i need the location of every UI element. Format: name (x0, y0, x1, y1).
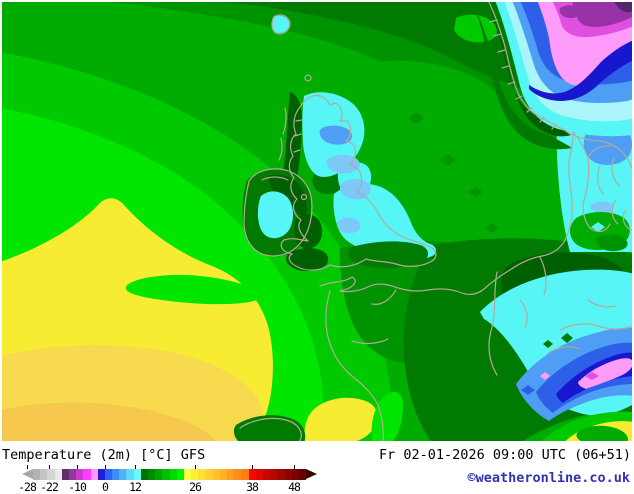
colorbar-block (162, 469, 170, 480)
coastline-denmark (572, 131, 632, 233)
temp-region-alps-core (578, 358, 634, 389)
footer-bar: Temperature (2m) [°C] GFS Fr 02-01-2026 … (0, 443, 634, 494)
colorbar-tick-label: 0 (102, 480, 109, 494)
colorbar-tick-label: -10 (68, 480, 87, 494)
colorbar-block (263, 469, 271, 480)
colorbar-block (83, 469, 91, 480)
colorbar-block (47, 469, 55, 480)
colorbar-block (97, 469, 105, 480)
map-title: Temperature (2m) [°C] GFS (2, 447, 206, 463)
coastline-ireland (243, 168, 313, 257)
colorbar-tick-label: -28 (18, 480, 37, 494)
temp-region-shetland (271, 15, 290, 33)
temperature-regions (0, 0, 634, 443)
colorbar-block (183, 469, 192, 480)
coastline-brittany (239, 417, 302, 442)
colorbar-block (61, 469, 69, 480)
colorbar-block (133, 469, 141, 480)
colorbar-block (126, 469, 134, 480)
colorbar-tick-label: 26 (189, 480, 202, 494)
colorbar-block (277, 469, 285, 480)
coastline-orkney (304, 74, 312, 82)
weather-map-svg (0, 0, 634, 443)
colorbar-tick-label: 12 (129, 480, 142, 494)
temp-region-wales (294, 214, 322, 249)
rivers-and-borders (351, 256, 633, 376)
colorbar-block (140, 469, 148, 480)
colorbar-block (104, 469, 113, 480)
colorbar-block (155, 469, 163, 480)
colorbar-block (169, 469, 177, 480)
colorbar-block (205, 469, 213, 480)
colorbar-blocks (33, 469, 307, 480)
colorbar-tick-labels: -28 -22 -10 0 12 26 38 48 (18, 480, 317, 494)
coastline-isle-of-man (300, 193, 308, 201)
watermark-link[interactable]: ©weatheronline.co.uk (467, 470, 630, 486)
coastline-norway (488, 1, 634, 175)
colorbar-right-arrow (306, 469, 317, 479)
temp-region-biscay-warm (304, 397, 378, 443)
coastline-continent (319, 131, 574, 295)
colorbar-block (90, 469, 98, 480)
coastline-great-britain (280, 94, 437, 271)
colorbar-block (76, 469, 84, 480)
colorbar-tick-label: -22 (40, 480, 59, 494)
colorbar-block (40, 469, 48, 480)
temp-region-england-cold (333, 183, 437, 260)
temperature-colorbar (22, 469, 317, 480)
colorbar-block (248, 469, 256, 480)
coastlines (239, 1, 634, 443)
colorbar-block (112, 469, 120, 480)
colorbar-block (227, 469, 235, 480)
map-frame (0, 0, 634, 443)
colorbar-tick-label: 38 (246, 480, 259, 494)
coastline-shetland (271, 14, 291, 35)
colorbar-block (33, 469, 41, 480)
colorbar-block (148, 469, 156, 480)
colorbar-block (176, 469, 184, 480)
colorbar-block (219, 469, 228, 480)
colorbar-block (255, 469, 263, 480)
coastline-hebrides (278, 107, 303, 161)
coastline-norway-fjords (489, 19, 557, 130)
colorbar-block (119, 469, 127, 480)
colorbar-block (284, 469, 292, 480)
colorbar-block (241, 469, 249, 480)
colorbar-block (68, 469, 77, 480)
colorbar-block (234, 469, 242, 480)
colorbar-block (270, 469, 278, 480)
colorbar-block (198, 469, 206, 480)
colorbar-left-arrow (22, 469, 33, 479)
colorbar-block (291, 469, 299, 480)
colorbar-block (298, 469, 307, 480)
colorbar-block (191, 469, 199, 480)
colorbar-block (54, 469, 62, 480)
coastline-france-atlantic (325, 290, 384, 443)
temp-region-ireland-cold (257, 191, 294, 239)
weather-map (0, 0, 634, 443)
colorbar-block (212, 469, 220, 480)
colorbar-tickmarks (22, 465, 317, 469)
forecast-datetime: Fr 02-01-2026 09:00 UTC (06+51) (379, 447, 631, 463)
colorbar-tick-label: 48 (288, 480, 301, 494)
